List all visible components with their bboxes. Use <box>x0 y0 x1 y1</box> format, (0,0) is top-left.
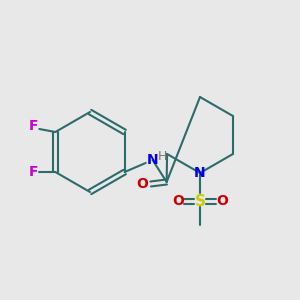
Text: F: F <box>28 165 38 179</box>
Text: N: N <box>194 166 206 180</box>
Text: N: N <box>147 153 158 167</box>
Text: H: H <box>158 149 167 163</box>
Text: O: O <box>172 194 184 208</box>
Text: O: O <box>216 194 228 208</box>
Text: S: S <box>194 194 206 208</box>
Text: O: O <box>137 177 148 191</box>
Text: F: F <box>28 119 38 133</box>
